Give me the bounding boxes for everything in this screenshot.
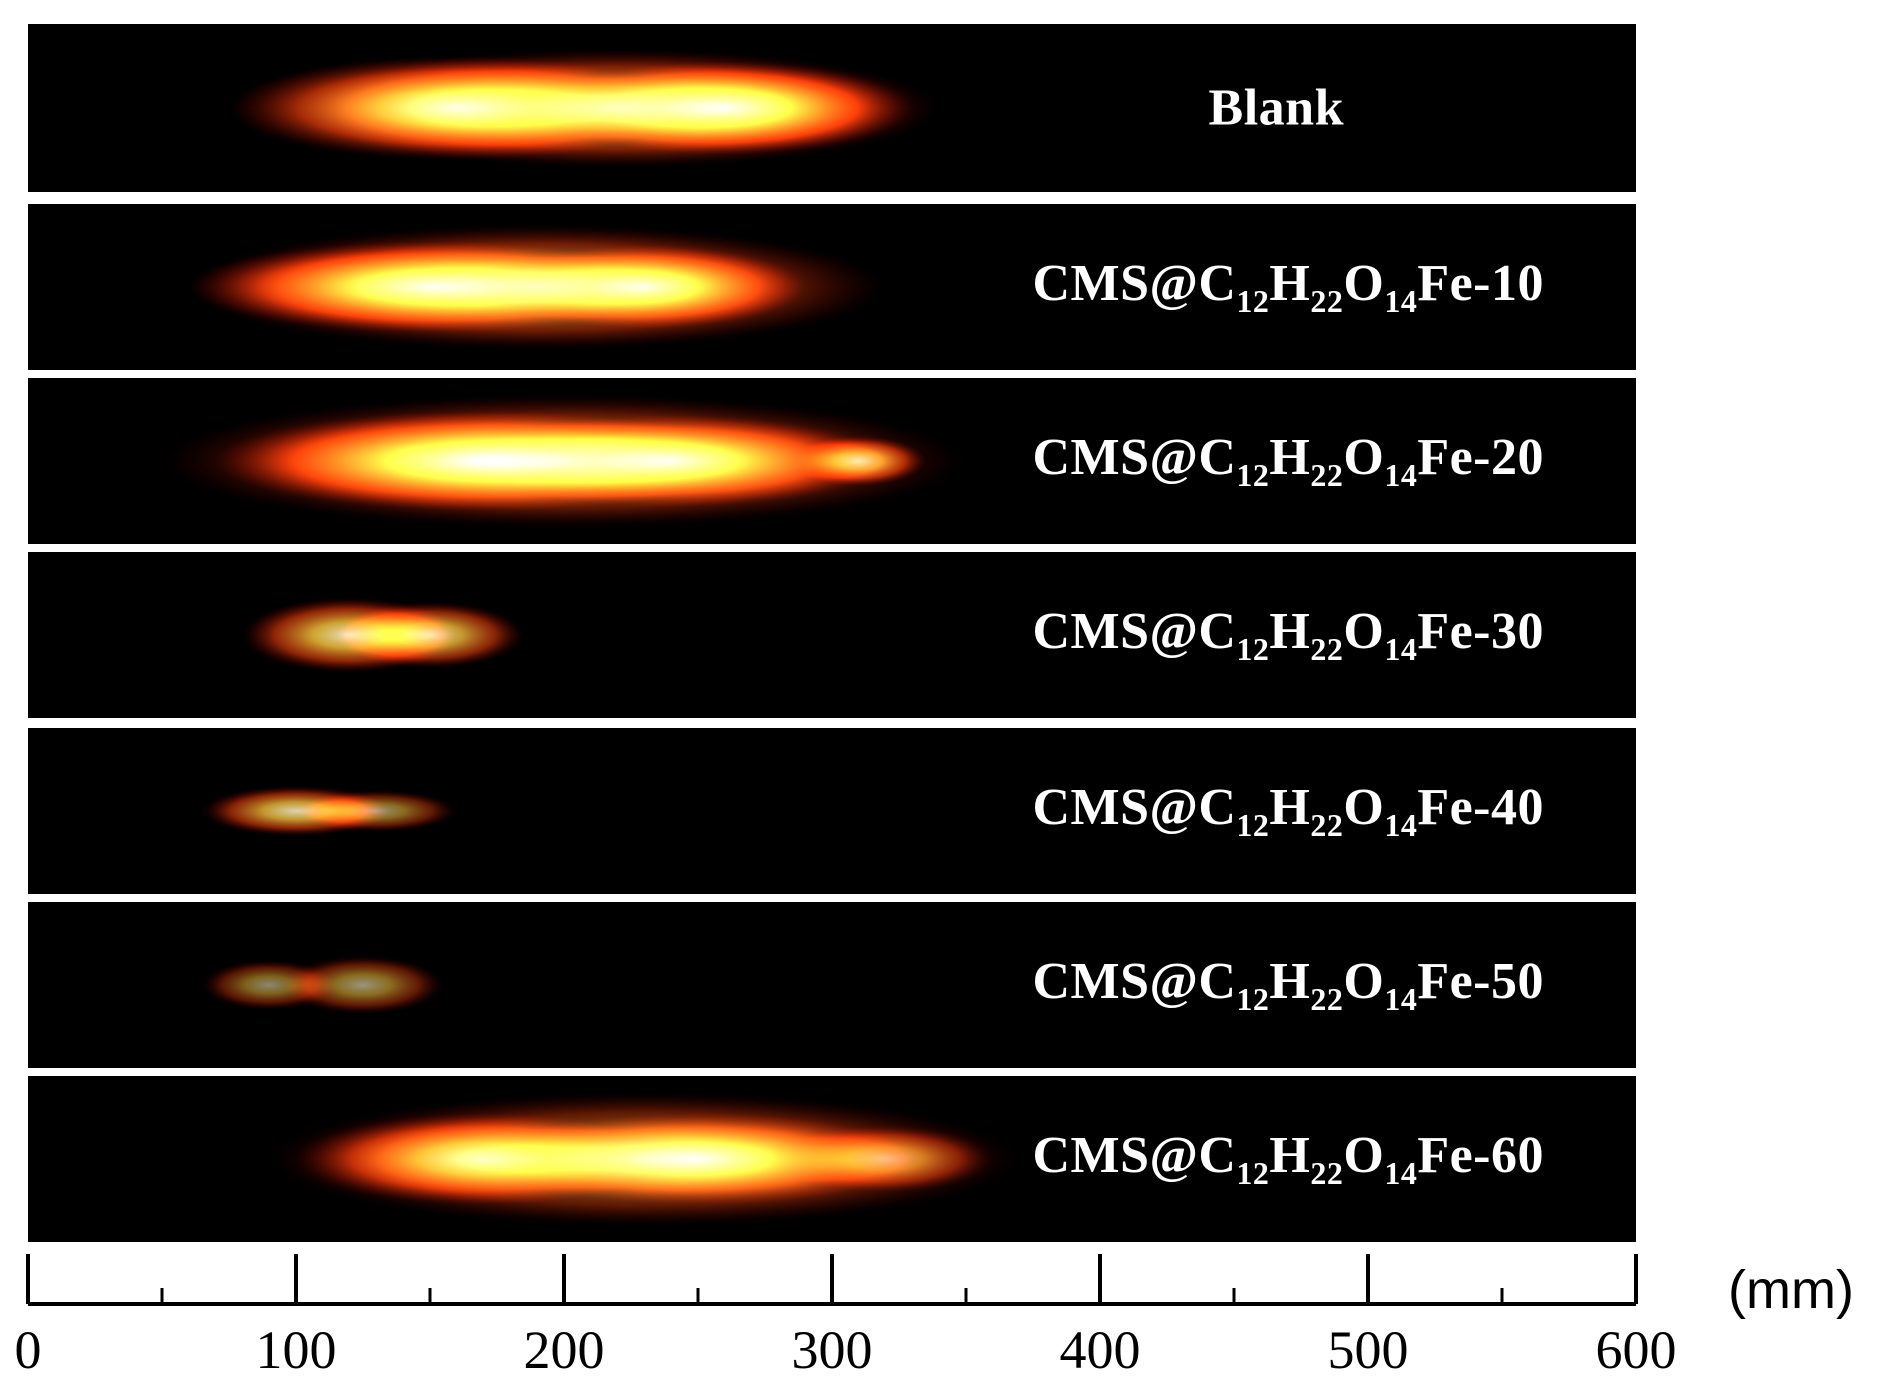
axis-ticks: 0 100 200 300 400 500 600 (15, 1254, 1677, 1380)
strip-label: CMS@C12H22O14Fe-20 (1032, 429, 1544, 493)
tick-label: 300 (792, 1320, 873, 1380)
tick-label: 400 (1060, 1320, 1141, 1380)
flame-image (28, 378, 1636, 544)
strip-label: Blank (1208, 79, 1344, 137)
flame-image (28, 204, 1636, 370)
tick-label: 500 (1328, 1320, 1409, 1380)
strip-label: CMS@C12H22O14Fe-50 (1032, 953, 1544, 1017)
tick-label: 100 (256, 1320, 337, 1380)
flame-strip-2: CMS@C12H22O14Fe-10 (28, 204, 1636, 370)
strip-label: CMS@C12H22O14Fe-10 (1032, 255, 1544, 319)
strip-label: CMS@C12H22O14Fe-30 (1032, 603, 1544, 667)
strip-label: CMS@C12H22O14Fe-40 (1032, 779, 1544, 843)
strip-label: CMS@C12H22O14Fe-60 (1032, 1127, 1544, 1191)
flame-strip-3: CMS@C12H22O14Fe-20 (28, 378, 1636, 544)
flame-image (28, 552, 1636, 718)
tick-label: 200 (524, 1320, 605, 1380)
axis-unit-label: (mm) (1728, 1260, 1854, 1320)
flame-strip-4: CMS@C12H22O14Fe-30 (28, 552, 1636, 718)
tick-label: 600 (1596, 1320, 1677, 1380)
flame-strip-6: CMS@C12H22O14Fe-50 (28, 902, 1636, 1068)
flame-image (28, 1076, 1636, 1242)
flame-strip-1: Blank (28, 24, 1636, 192)
tick-label: 0 (15, 1320, 42, 1380)
flame-image (28, 24, 1636, 192)
flame-image (28, 902, 1636, 1068)
flame-image (28, 728, 1636, 894)
length-axis: 0 100 200 300 400 500 600 (mm) (15, 1254, 1854, 1380)
flame-strip-5: CMS@C12H22O14Fe-40 (28, 728, 1636, 894)
flame-strip-7: CMS@C12H22O14Fe-60 (28, 1076, 1636, 1242)
